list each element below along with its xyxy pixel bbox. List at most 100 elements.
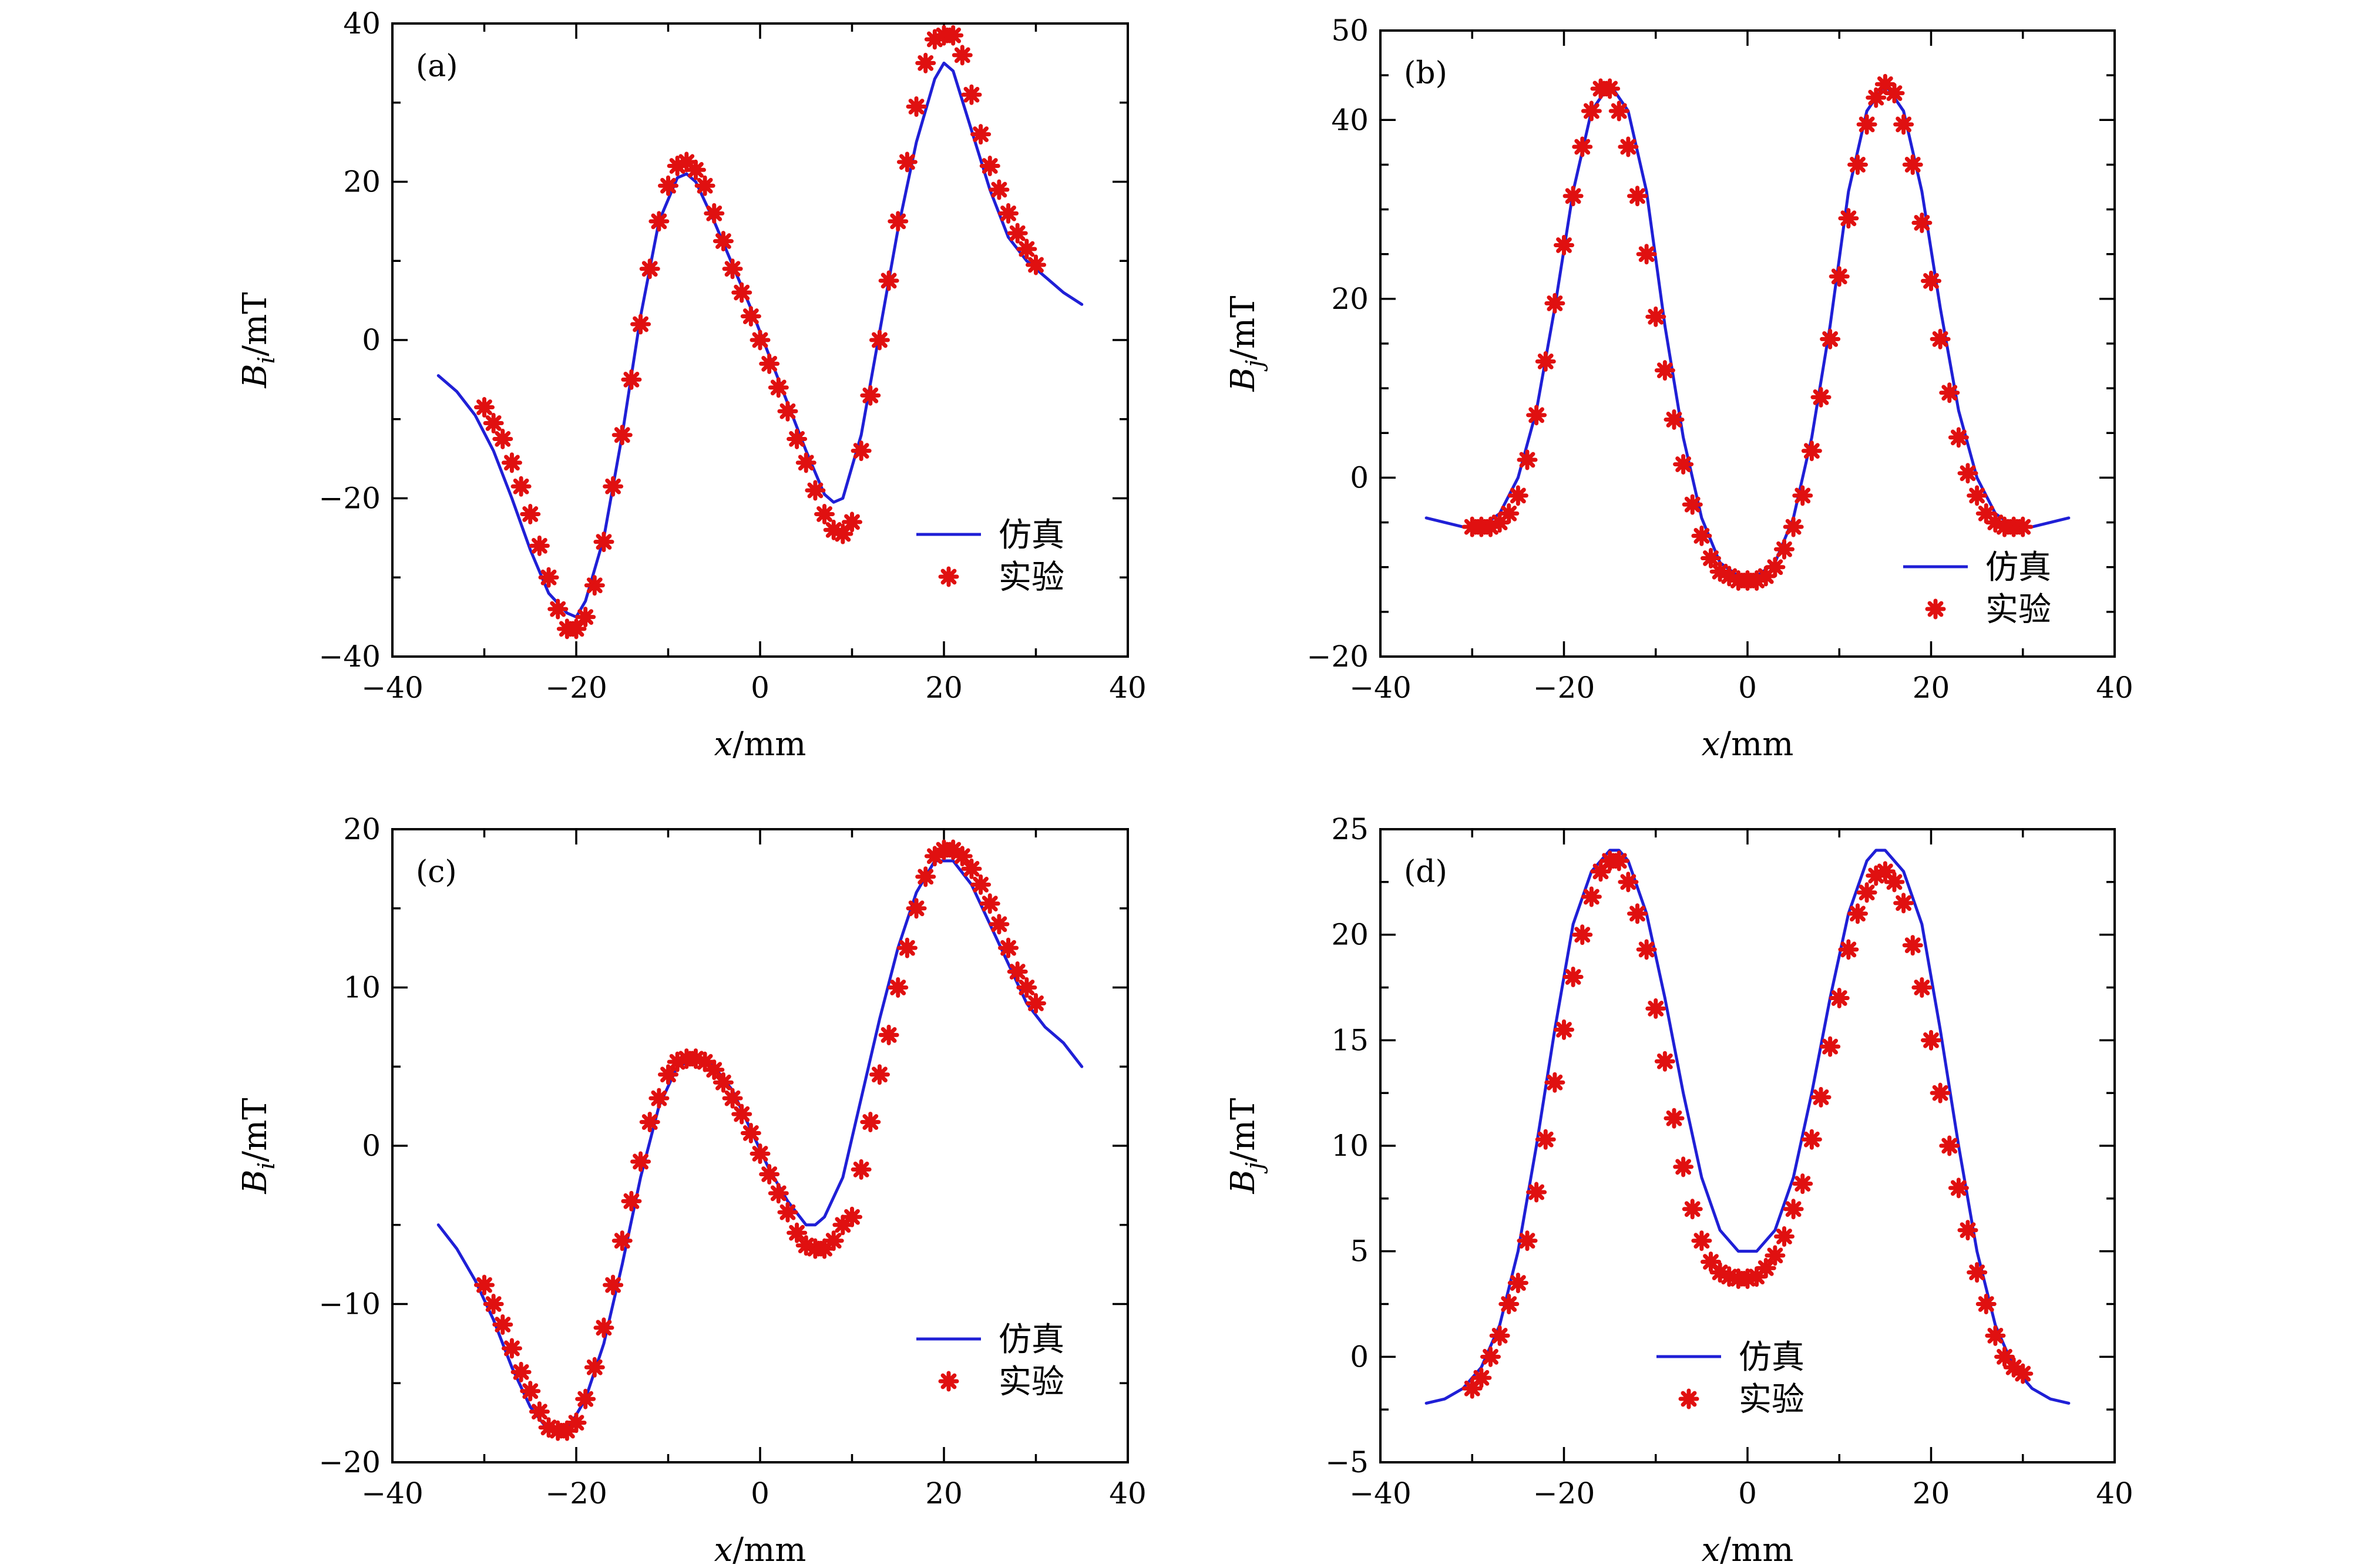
experiment-point [1930,1082,1951,1103]
experiment-point [1489,1325,1510,1346]
experiment-point [943,25,964,46]
experiment-point [556,1420,577,1441]
panel-label: (b) [1404,56,1447,91]
experiment-point [648,211,670,232]
experiment-point [1866,87,1887,108]
experiment-point [593,1317,614,1338]
experiment-point [1562,967,1584,988]
experiment-point [1948,1177,1969,1199]
experiment-point [1765,1245,1786,1266]
y-tick-label: 0 [1350,460,1369,494]
experiment-point [630,314,651,335]
experiment-point [1838,939,1859,960]
experiment-point [584,575,605,596]
experiment-point [704,1059,725,1081]
experiment-point [740,306,761,327]
experiment-point [795,452,816,473]
experiment-point [483,412,504,433]
x-tick-label: −20 [545,1476,607,1510]
experiment-point [1948,427,1969,448]
experiment-point [896,152,918,173]
panel-label: (c) [416,854,457,890]
x-tick-label: 0 [1738,1476,1757,1510]
experiment-point [1526,1182,1547,1203]
x-tick-label: 20 [925,671,963,705]
experiment-point [520,1381,541,1402]
experiment-point [896,937,918,958]
experiment-point [1526,405,1547,426]
experiment-point [658,1064,678,1085]
experiment-point [952,45,973,66]
experiment-point [1701,1251,1721,1273]
experiment-point [1701,547,1721,568]
experiment-point [630,1151,651,1172]
experiment-point [547,598,569,620]
experiment-point [1765,557,1786,578]
experiment-point [842,1206,862,1227]
y-tick-label: 10 [343,971,381,1005]
experiment-point [1535,351,1556,372]
experiment-point [2012,516,2034,537]
x-axis-label: x/mm [714,725,807,763]
experiment-point [520,503,541,524]
experiment-point [750,329,771,351]
y-tick-label: −20 [1306,640,1369,674]
legend-marker-swatch [938,566,959,587]
experiment-point [1820,1036,1841,1057]
x-tick-label: 0 [1738,671,1757,705]
experiment-point [722,258,743,280]
experiment-point [998,203,1019,224]
experiment-point [1654,1051,1675,1072]
experiment-point [1967,1262,1988,1283]
experiment-point [1007,961,1028,982]
x-tick-label: 20 [1913,1476,1950,1510]
simulation-line [1424,82,2071,583]
y-tick-label: 5 [1350,1234,1369,1268]
experiment-point [1480,1346,1501,1367]
experiment-point [621,1190,642,1212]
experiment-point [1627,903,1648,924]
experiment-point [1967,485,1988,506]
x-tick-label: 40 [1109,671,1147,705]
experiment-point [1608,850,1629,872]
experiment-point [575,1388,596,1409]
experiment-point [860,385,881,406]
experiment-point [1026,992,1046,1014]
x-tick-label: −40 [361,671,424,705]
experiment-point [1985,1325,2006,1346]
experiment-point [860,1112,881,1133]
experiment-point [1581,100,1602,122]
experiment-point [1636,939,1657,960]
experiment-point [2012,1363,2034,1384]
experiment-point [1664,1108,1685,1129]
experiment-point [787,1222,808,1243]
experiment-point [1874,73,1896,95]
experiment-point [621,369,642,390]
legend-label-experiment: 实验 [999,558,1064,597]
experiment-point [1572,136,1593,157]
experiment-point [1007,223,1028,244]
experiment-point [768,1183,789,1204]
experiment-point [869,1064,890,1085]
experiment-point [869,329,890,351]
y-tick-label: 20 [1331,918,1369,952]
experiment-point [1507,485,1528,506]
y-tick-label: 0 [1350,1340,1369,1374]
legend-label-experiment: 实验 [999,1363,1064,1401]
experiment-point [1792,1173,1813,1194]
x-tick-label: −20 [1533,671,1595,705]
experiment-point [1016,977,1037,998]
experiment-point [906,898,927,919]
legend-label-experiment: 实验 [1985,591,2051,629]
x-tick-label: −20 [545,671,607,705]
experiment-point [1911,212,1933,233]
experiment-point [888,211,909,232]
x-tick-label: −40 [1349,1476,1412,1510]
x-tick-label: 0 [751,1476,769,1510]
experiment-point [1939,382,1960,403]
experiment-point [777,401,798,422]
legend-label-simulation: 仿真 [1739,1338,1804,1377]
